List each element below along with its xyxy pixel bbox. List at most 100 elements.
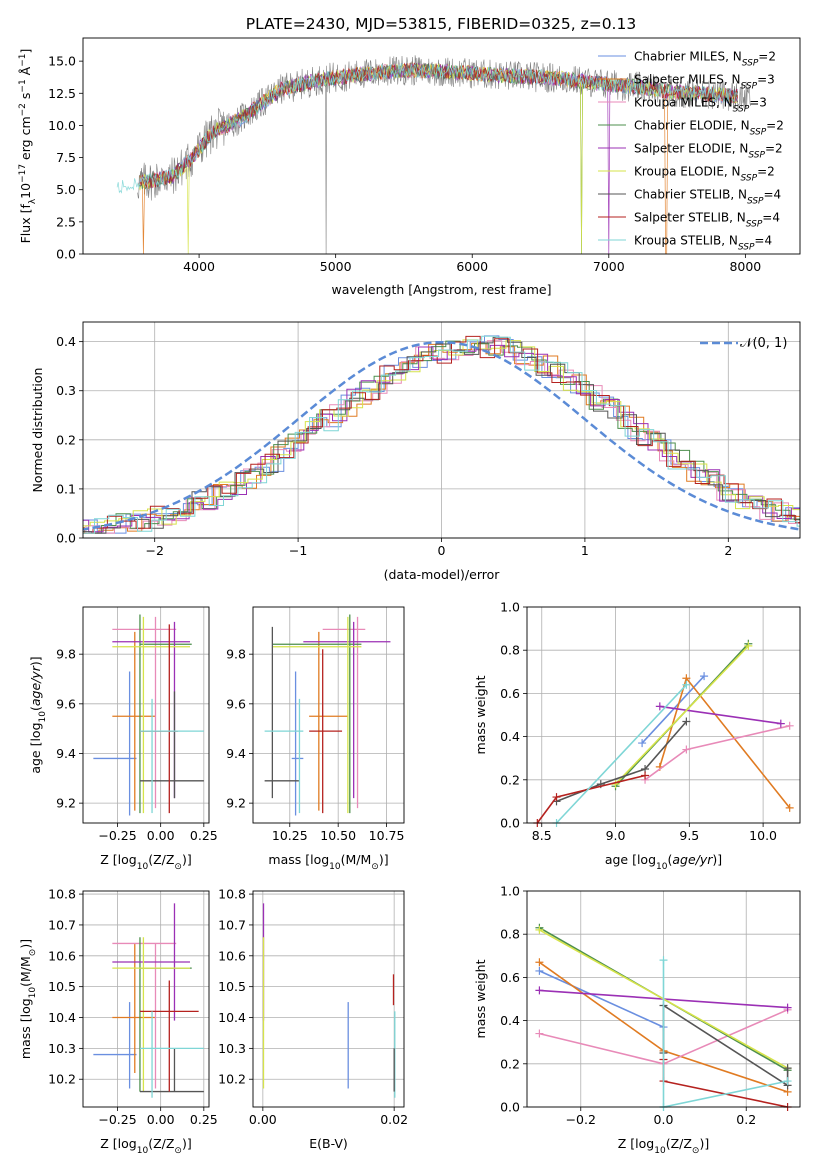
y-tick-label: 0.2 bbox=[56, 432, 76, 447]
spectrum-lines bbox=[116, 55, 751, 254]
y-tick-label: 9.6 bbox=[56, 696, 76, 711]
weight-marker bbox=[659, 956, 668, 965]
errorbar-point bbox=[93, 1002, 137, 1089]
y-tick-label: 10.8 bbox=[218, 887, 246, 902]
axes-frame bbox=[82, 37, 801, 255]
weight-line bbox=[614, 645, 749, 785]
errorbars bbox=[262, 903, 396, 1098]
weight-marker bbox=[783, 1003, 792, 1012]
y-tick-label: 9.8 bbox=[226, 647, 246, 662]
axes-frame bbox=[82, 606, 210, 824]
age_vs_mass-panel: 10.25 10.50 10.75 9.2 9.4 9.6 9.8 mass [log10(M… bbox=[226, 606, 405, 872]
axes-frame bbox=[526, 890, 801, 1108]
x-tick-label: 0.2 bbox=[736, 1112, 756, 1127]
x-axis-label: (data-model)/error bbox=[384, 567, 501, 582]
y-tick-label: 0.3 bbox=[56, 383, 76, 398]
model-spectrum-line bbox=[138, 63, 739, 188]
y-tick-label: 0.0 bbox=[500, 816, 520, 831]
weight-line bbox=[555, 684, 687, 824]
y-tick-label: 10.4 bbox=[48, 1010, 76, 1025]
x-tick-label: 0 bbox=[438, 543, 446, 558]
age_vs_Z-panel: −0.25 0.00 0.25 9.2 9.4 9.6 9.8 Z [log10(Z/Z⊙)]… bbox=[28, 606, 218, 872]
y-tick-label: 12.5 bbox=[48, 86, 76, 101]
x-tick-label: 0.02 bbox=[380, 1112, 408, 1127]
model-spectrum-line bbox=[116, 63, 739, 194]
y-tick-label: 9.2 bbox=[226, 796, 246, 811]
weight-marker bbox=[700, 672, 709, 681]
weight-line bbox=[644, 725, 790, 781]
weight-marker bbox=[655, 702, 664, 711]
y-tick-label: 9.6 bbox=[226, 696, 246, 711]
y-tick-label: 9.2 bbox=[56, 796, 76, 811]
y-axis-label: mass weight bbox=[473, 675, 488, 754]
errorbar-point bbox=[139, 937, 192, 1092]
y-tick-label: 10.4 bbox=[218, 1010, 246, 1025]
weight-marker bbox=[638, 739, 647, 748]
errorbar-point bbox=[112, 631, 156, 811]
errorbar-point bbox=[139, 624, 178, 814]
y-tick-label: 15.0 bbox=[48, 54, 76, 69]
weight-marker bbox=[535, 925, 544, 934]
mass_vs_Z-panel: −0.25 0.00 0.25 10.2 10.3 10.4 10.5 10.6 10.7 10.… bbox=[18, 887, 218, 1156]
x-tick-label: 8000 bbox=[729, 259, 761, 274]
y-tick-label: 10.5 bbox=[218, 979, 246, 994]
residual-histogram bbox=[83, 340, 800, 534]
y-tick-label: 0.8 bbox=[500, 927, 520, 942]
x-tick-label: 5000 bbox=[320, 259, 352, 274]
y-tick-label: 10.3 bbox=[48, 1041, 76, 1056]
y-tick-label: 9.8 bbox=[56, 647, 76, 662]
y-axis-label: Flux [fλ10−17 erg cm−2 s−1 Å−1] bbox=[18, 49, 38, 244]
x-tick-label: 2 bbox=[724, 543, 732, 558]
y-tick-label: 0.2 bbox=[500, 772, 520, 787]
errorbar-point bbox=[272, 614, 362, 814]
errorbar-point bbox=[264, 626, 300, 799]
weight-line bbox=[659, 676, 791, 809]
axes-frame bbox=[82, 890, 210, 1108]
errorbar-point bbox=[309, 631, 348, 811]
model-spectrum-line bbox=[138, 62, 739, 189]
residual-histogram bbox=[83, 339, 800, 527]
x-tick-label: −0.2 bbox=[566, 1112, 596, 1127]
weight-marker bbox=[535, 986, 544, 995]
y-tick-label: 0.2 bbox=[500, 1056, 520, 1071]
errorbars bbox=[264, 614, 391, 816]
weight-line bbox=[539, 970, 664, 1028]
weight-lines bbox=[533, 639, 794, 827]
weight-marker bbox=[785, 721, 794, 730]
errorbar-point bbox=[272, 616, 362, 814]
y-tick-label: 9.4 bbox=[226, 746, 246, 761]
legend-entry: Salpeter ELODIE, NSSP=2 bbox=[634, 142, 783, 161]
x-tick-label: 0.0 bbox=[654, 1112, 674, 1127]
axes-frame bbox=[252, 890, 405, 1108]
y-tick-label: 0.4 bbox=[500, 1013, 520, 1028]
y-tick-label: 10.6 bbox=[48, 948, 76, 963]
y-axis-label: Normed distribution bbox=[30, 368, 45, 493]
weight-line bbox=[659, 705, 781, 725]
axes-frame bbox=[82, 321, 801, 539]
errorbars bbox=[93, 614, 204, 816]
y-tick-label: 2.5 bbox=[56, 214, 76, 229]
x-tick-label: 4000 bbox=[183, 259, 215, 274]
y-tick-label: 10.0 bbox=[48, 118, 76, 133]
legend: Chabrier MILES, NSSP=2 Salpeter MILES, NS… bbox=[598, 50, 784, 253]
errorbar-point bbox=[139, 698, 204, 814]
legend-entry: 𝒩(0, 1) bbox=[740, 336, 787, 351]
errorbar-point bbox=[112, 621, 191, 799]
weight-marker bbox=[682, 745, 691, 754]
legend-entry: Kroupa ELODIE, NSSP=2 bbox=[634, 165, 775, 184]
weight-line bbox=[662, 1059, 788, 1108]
errorbar-point bbox=[139, 980, 199, 1092]
x-tick-label: 0.25 bbox=[190, 1112, 218, 1127]
weight-lines bbox=[535, 923, 792, 1111]
x-tick-label: 10.75 bbox=[369, 828, 405, 843]
errorbars bbox=[93, 903, 204, 1098]
weight-line bbox=[556, 720, 688, 803]
weight-marker bbox=[641, 771, 650, 780]
y-tick-label: 10.2 bbox=[48, 1072, 76, 1087]
weight-marker bbox=[682, 680, 691, 689]
y-tick-label: 10.6 bbox=[218, 948, 246, 963]
x-tick-label: 10.0 bbox=[749, 828, 777, 843]
x-tick-label: 7000 bbox=[593, 259, 625, 274]
weight-marker bbox=[783, 1077, 792, 1086]
